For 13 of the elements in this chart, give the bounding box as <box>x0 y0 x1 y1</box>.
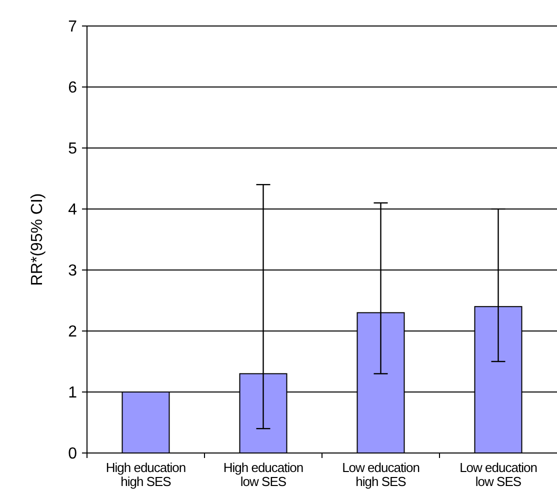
y-axis-title: RR*(95% CI) <box>29 193 46 286</box>
y-tick-label: 2 <box>68 324 78 341</box>
y-tick-label: 0 <box>68 446 78 463</box>
y-tick-label: 4 <box>68 202 78 219</box>
y-tick-label: 3 <box>68 262 78 280</box>
y-tick-label: 6 <box>68 80 78 97</box>
y-tick-label: 5 <box>68 140 78 158</box>
x-tick-label: High education low SES <box>223 460 304 489</box>
x-tick-label: High education high SES <box>106 460 186 489</box>
y-tick-label: 7 <box>68 18 78 36</box>
x-tick-label: Low education high SES <box>342 460 420 489</box>
y-tick-label: 1 <box>68 384 78 402</box>
x-tick-label: Low education low SES <box>460 460 538 489</box>
